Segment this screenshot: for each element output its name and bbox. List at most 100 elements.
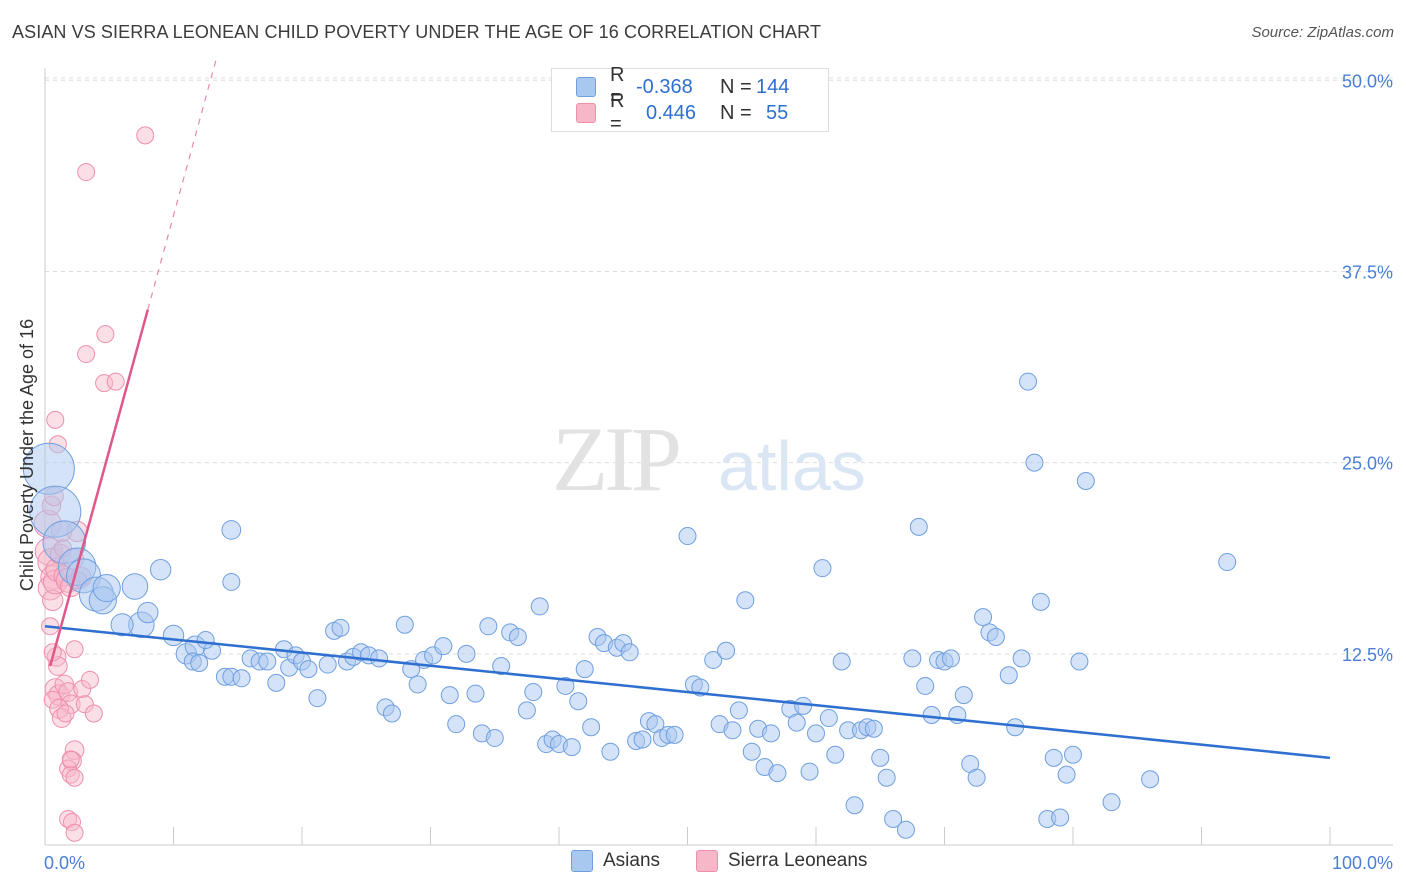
legend-label-asians: Asians (603, 850, 661, 871)
sierra-point (77, 163, 96, 182)
sierra-point (48, 656, 68, 676)
sierra-point (136, 126, 155, 145)
watermark-atlas: atlas (718, 427, 866, 505)
asian-point (434, 637, 453, 656)
asian-point (308, 689, 327, 708)
asian-point (922, 706, 941, 725)
asian-point (896, 820, 915, 839)
asian-point (1019, 372, 1038, 391)
asian-point (941, 649, 960, 668)
asian-point (221, 520, 242, 540)
asian-point (408, 675, 427, 694)
sierra-point (44, 678, 66, 700)
asian-point (575, 660, 594, 679)
asian-point (832, 652, 851, 671)
sierra-point (73, 680, 92, 699)
asian-point (530, 597, 549, 616)
asian-point (974, 608, 993, 627)
y-tick-label: 25.0% (1342, 454, 1393, 474)
asian-point (665, 725, 684, 744)
sierra-point (80, 670, 99, 689)
sierra-point (42, 589, 64, 611)
asian-point (826, 745, 845, 764)
asian-point (382, 704, 401, 723)
asian-point (1141, 770, 1160, 789)
asian-point (620, 643, 639, 662)
sierra-point (56, 704, 75, 723)
sierra-point (65, 768, 84, 787)
sierra-point (62, 813, 81, 832)
asian-point (787, 713, 806, 732)
legend-r-value: 0.446 (646, 101, 697, 124)
asian-point (110, 613, 134, 637)
asian-point (1064, 745, 1082, 764)
watermark-zip: ZIP (552, 408, 679, 510)
asian-point (967, 768, 986, 787)
asian-point (800, 762, 819, 781)
sierra-point (77, 345, 96, 364)
sierra-trend-line (48, 309, 150, 667)
tick-labels: 12.5% 25.0% 37.5% 50.0% 0.0% 100.0% (44, 71, 1393, 873)
sierra-point (75, 695, 94, 714)
sierra-point (61, 750, 80, 769)
asian-point (986, 628, 1005, 647)
sierra-point (65, 640, 84, 659)
asian-point (1051, 808, 1070, 827)
asian-point (524, 683, 543, 702)
asian-point (331, 618, 350, 637)
asian-point (1070, 652, 1089, 671)
legend-r-label: R = (610, 90, 625, 135)
trend-lines (44, 60, 1331, 760)
asian-point (1025, 453, 1044, 472)
asian-point (736, 591, 755, 610)
asian-point (999, 666, 1018, 685)
asian-point (395, 615, 414, 634)
asian-point (582, 718, 601, 737)
sierra-legend-swatch (696, 850, 718, 872)
asian-point (508, 628, 527, 647)
asian-point (1218, 553, 1237, 572)
legend-item-sierra: Sierra Leoneans (696, 850, 867, 872)
asian-point (447, 715, 466, 734)
sierra-point (106, 372, 125, 391)
legend-n-label: N = (720, 101, 752, 124)
asian-point (864, 719, 883, 738)
legend-label-sierra: Sierra Leoneans (728, 850, 868, 871)
y-tick-label: 12.5% (1342, 645, 1393, 665)
sierra-point (96, 325, 115, 344)
asian-point (92, 573, 121, 603)
asian-point (1012, 649, 1031, 668)
x-tick-label-left: 0.0% (44, 853, 85, 873)
series-legend: Asians Sierra Leoneans (0, 850, 1406, 878)
sierra-swatch (576, 103, 596, 123)
asian-point (717, 641, 736, 660)
asian-point (1057, 765, 1076, 784)
asian-point (137, 601, 159, 624)
asian-point (569, 692, 588, 711)
asian-point (813, 559, 832, 578)
legend-n-value: 144 (756, 75, 790, 98)
asian-point (232, 669, 251, 688)
asian-point (742, 742, 761, 761)
legend-n-value: 55 (766, 101, 789, 124)
x-tick-label-right: 100.0% (1332, 853, 1393, 873)
asian-point (1031, 592, 1050, 611)
sierra-point (84, 704, 103, 723)
sierra-point (65, 823, 84, 842)
asian-point (723, 721, 742, 740)
asian-point (1102, 793, 1121, 812)
sierra-point (95, 374, 114, 393)
asian-point (819, 709, 838, 728)
asian-point (678, 527, 697, 546)
asian-point (762, 724, 781, 743)
asian-point (768, 764, 787, 783)
sierra-point (60, 694, 81, 715)
asian-point (916, 676, 935, 695)
grid-lines (45, 77, 1393, 655)
asian-legend-swatch (571, 850, 593, 872)
asian-point (884, 810, 903, 829)
asian-point (903, 649, 922, 668)
y-axis-label: Child Poverty Under the Age of 16 (17, 319, 37, 591)
legend-n-label: N = (720, 75, 752, 98)
